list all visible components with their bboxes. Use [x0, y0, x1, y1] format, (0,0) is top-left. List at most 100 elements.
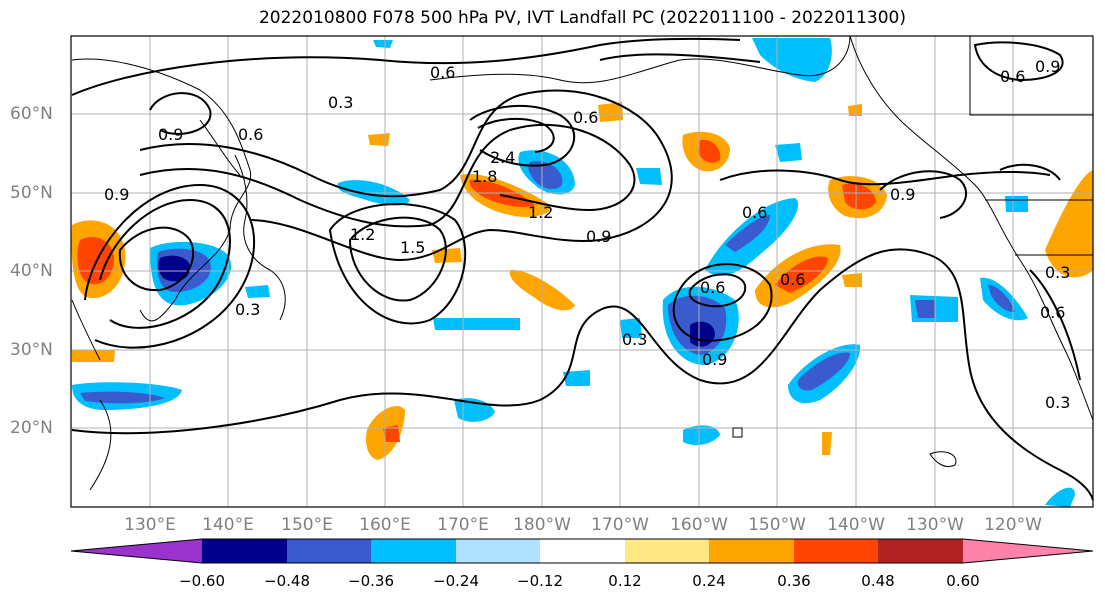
contour-label: 0.6: [1000, 67, 1025, 86]
shade-orange-70: [72, 350, 115, 362]
lat-label: 20°N: [10, 418, 53, 438]
shade-cyan-683: [683, 425, 720, 446]
shade-red-385: [383, 425, 400, 442]
lat-label: 50°N: [10, 183, 53, 203]
colorbar-tick-label: 0.36: [777, 572, 811, 590]
shade-blue-70: [80, 391, 165, 404]
contour-label: 1.5: [400, 238, 425, 257]
lon-label: 160°W: [670, 515, 728, 535]
lon-label: 120°W: [984, 515, 1042, 535]
lon-label: 140°W: [827, 515, 885, 535]
contour-label: 0.3: [328, 93, 353, 112]
shade-blue-980: [988, 285, 1015, 313]
contour-label: 0.9: [104, 185, 129, 204]
colorbar-tick-label: 0.48: [861, 572, 895, 590]
contour-label: 0.3: [235, 300, 260, 319]
colorbar-tick-label: 0.24: [692, 572, 726, 590]
shade-orange-west: [1045, 170, 1093, 278]
lon-label: 150°W: [748, 515, 806, 535]
colorbar-cell: [540, 539, 625, 563]
shade-orange-820: [822, 432, 832, 455]
colorbar-cell: [709, 539, 794, 563]
colorbar: [70, 538, 1094, 564]
shade-navy-japan: [158, 255, 191, 282]
colorbar-cell: [878, 539, 963, 563]
contour-label: 0.3: [1045, 393, 1070, 412]
contour-label: 0.9: [158, 125, 183, 144]
colorbar-tick-label: −0.36: [348, 572, 394, 590]
pv-contours: [71, 37, 1094, 501]
contour-label: 0.9: [890, 185, 915, 204]
colorbar-cell: [794, 539, 878, 563]
lon-label: 130°W: [906, 515, 964, 535]
shade-blue-band: [725, 215, 770, 252]
shade-red-band: [775, 256, 828, 293]
shade-cyan-bottom: [1045, 487, 1075, 507]
shade-orange-840: [842, 273, 862, 287]
shade-red-ak2: [842, 183, 876, 210]
contour-label: 0.6: [573, 108, 598, 127]
shaded-fields: [71, 38, 1093, 507]
map-title: 2022010800 F078 500 hPa PV, IVT Landfall…: [258, 8, 906, 28]
contour-label: 0.6: [238, 125, 263, 144]
lon-label: 140°E: [202, 515, 254, 535]
lon-label: 130°E: [124, 515, 176, 535]
contour-label: 2.4: [490, 148, 515, 167]
shade-orange-850: [848, 104, 862, 116]
shade-cyan-topleft: [373, 40, 393, 48]
contour-label: 0.3: [622, 330, 647, 349]
colorbar-cell: [625, 539, 709, 563]
lon-label: 180°W: [513, 515, 571, 535]
shade-orange-170e: [368, 133, 390, 146]
shade-blue-sw: [797, 352, 850, 391]
shade-cyan-620: [620, 318, 642, 338]
lat-label: 60°N: [10, 104, 53, 124]
colorbar-tick-label: 0.12: [608, 572, 642, 590]
shade-blue-910: [915, 300, 935, 318]
contour-label: 1.2: [528, 203, 553, 222]
lon-label: 170°W: [591, 515, 649, 535]
colorbar-cell: [371, 539, 456, 563]
shade-red-alaska: [698, 139, 721, 163]
colorbar-extend-right: [963, 539, 1093, 563]
contour-label: 0.9: [1035, 57, 1060, 76]
shade-cyan-775: [775, 143, 802, 162]
contour-label: 0.6: [742, 203, 767, 222]
colorbar-tick-label: −0.12: [517, 572, 563, 590]
graticule: [71, 36, 1093, 507]
lon-label: 150°E: [281, 515, 333, 535]
colorbar-tick-label: 0.60: [946, 572, 980, 590]
contour-label: 1.2: [350, 225, 375, 244]
shade-orange-598: [598, 102, 623, 122]
map-frame: [70, 35, 1094, 508]
shade-cyan-top: [752, 38, 832, 82]
lon-label: 170°E: [437, 515, 489, 535]
contour-label: 0.6: [780, 270, 805, 289]
shade-orange-432: [432, 248, 462, 263]
colorbar-cell: [202, 539, 287, 563]
lat-label: 40°N: [10, 261, 53, 281]
contour-label: 0.6: [1040, 303, 1065, 322]
contour-labels: 0.6 0.9 0.3 0.6 0.9 1.2 1.5 0.3 2.4 1.8 …: [104, 57, 1070, 412]
shade-cyan-1005: [1005, 196, 1028, 212]
contour-label: 0.9: [702, 350, 727, 369]
shade-cyan-small1: [245, 285, 270, 298]
shade-cyan-640: [636, 168, 662, 185]
shade-cyan-433: [433, 318, 520, 330]
colorbar-outline: [70, 538, 1094, 564]
coastlines: [71, 35, 1094, 491]
lat-label: 30°N: [10, 340, 53, 360]
shade-cyan-565: [563, 370, 590, 386]
lon-label: 160°E: [359, 515, 411, 535]
contour-label: 0.6: [430, 63, 455, 82]
colorbar-tick-label: −0.60: [179, 572, 225, 590]
colorbar-extend-left: [71, 539, 202, 563]
shade-blue-dipole: [528, 161, 563, 190]
colorbar-tick-label: −0.48: [264, 572, 310, 590]
colorbar-cell: [287, 539, 371, 563]
contour-label: 1.8: [472, 167, 497, 186]
contour-label: 0.3: [1045, 263, 1070, 282]
contour-label: 0.9: [586, 227, 611, 246]
colorbar-tick-label: −0.24: [433, 572, 479, 590]
